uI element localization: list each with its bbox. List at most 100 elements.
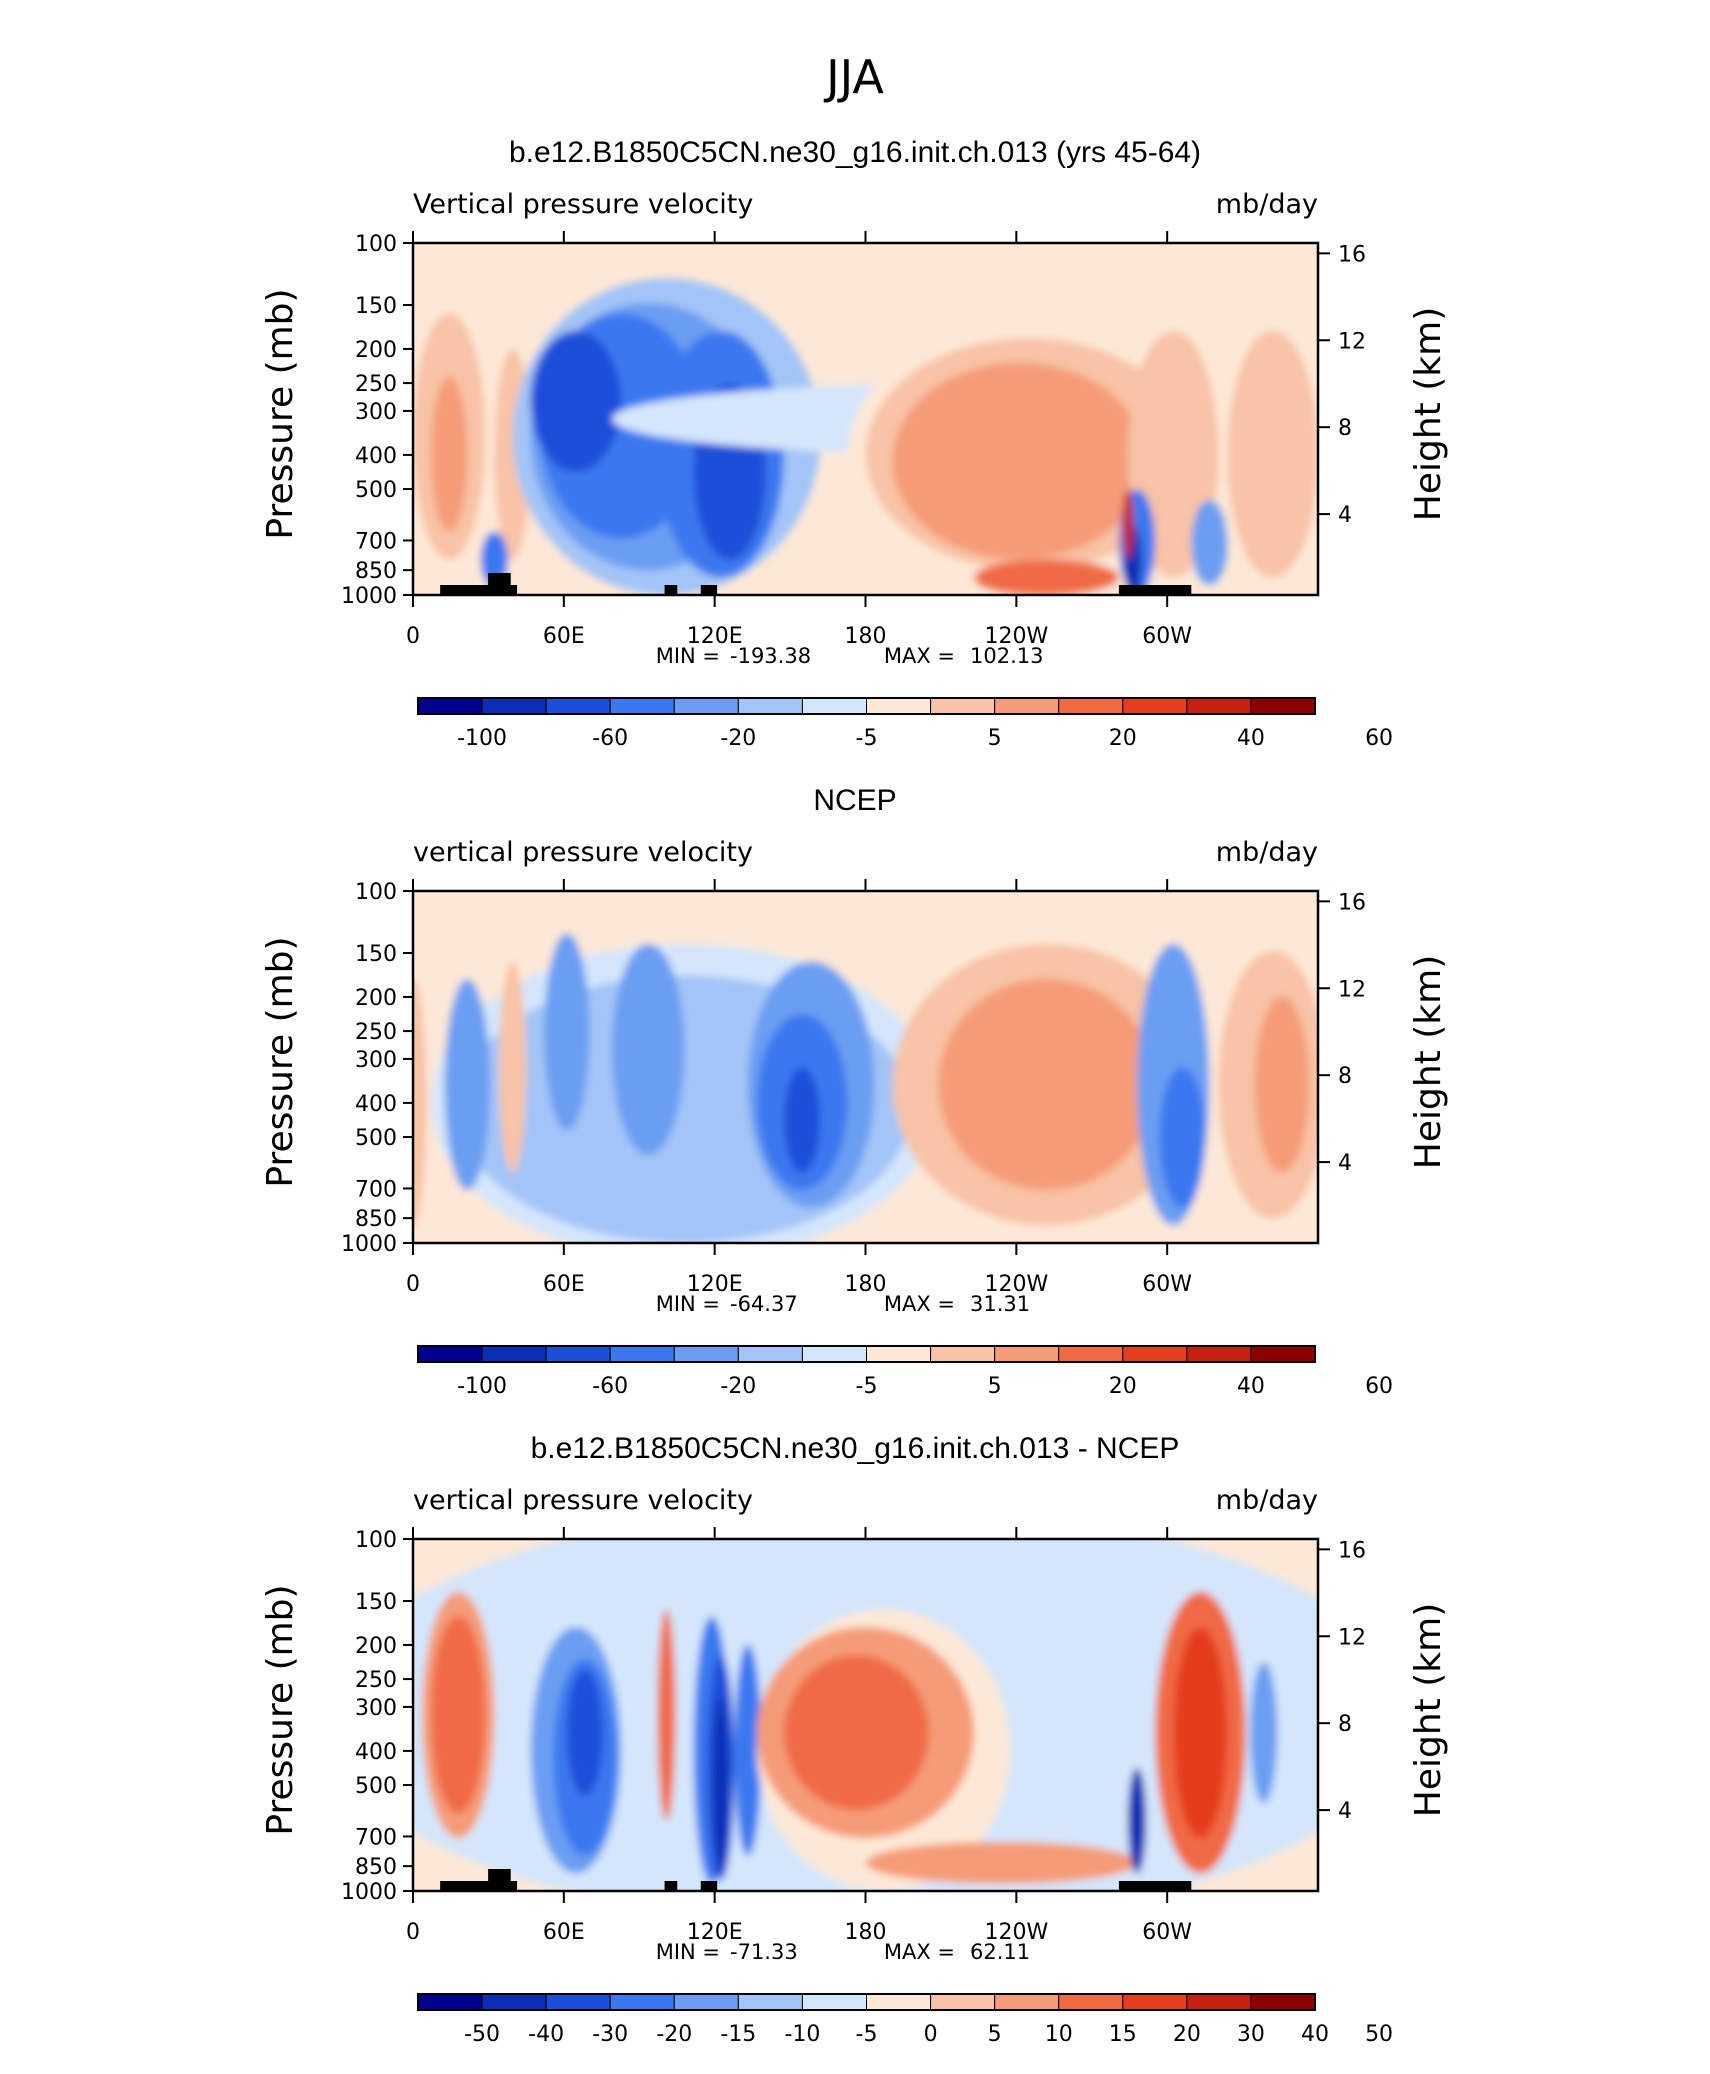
colorbar-box	[994, 1993, 1060, 2011]
colorbar-box	[866, 1345, 932, 1363]
x-tick-label: 60E	[543, 624, 585, 649]
contour-region	[431, 376, 468, 532]
colorbar-frame	[417, 1345, 1316, 1363]
colorbar-box	[1058, 697, 1124, 715]
colorbar-label: 50	[1365, 2022, 1393, 2047]
colorbar-label: 40	[1237, 726, 1265, 751]
colorbar-box	[1122, 1993, 1188, 2011]
x-tick-label: 60W	[1142, 1272, 1192, 1297]
contour-region	[612, 943, 685, 1155]
colorbar-label: -20	[720, 726, 756, 751]
y2-tick-label: 4	[1338, 1151, 1352, 1176]
colorbar-box	[866, 697, 932, 715]
x-tick-label: 120W	[984, 1920, 1048, 1945]
x-tick-label: 120E	[687, 1272, 743, 1297]
contour-region	[1227, 331, 1318, 578]
contour-region	[713, 1697, 728, 1874]
x-tick-label: 0	[406, 1272, 420, 1297]
colorbar-label: 20	[1173, 2022, 1201, 2047]
contour-region	[498, 961, 527, 1173]
colorbar-box	[994, 697, 1060, 715]
colorbar-label: -50	[464, 2022, 500, 2047]
land-mask	[700, 585, 718, 595]
colorbar-box	[673, 1993, 739, 2011]
x-tick-label: 60E	[543, 1920, 585, 1945]
chart-title: NCEP	[813, 784, 896, 817]
colorbar-box	[545, 697, 611, 715]
contour-field	[413, 891, 1318, 1243]
colorbar-label: 0	[924, 2022, 938, 2047]
x-tick-label: 120W	[984, 1272, 1048, 1297]
y-tick-label: 300	[355, 1048, 397, 1073]
colorbar-label: 20	[1109, 1374, 1137, 1399]
y-tick-label: 400	[355, 1092, 397, 1117]
min-value: -64.37	[730, 1292, 798, 1316]
colorbar: -50 -40 -30 -20 -15 -10 -5 0 5 10 15 20 30 40 50	[417, 1993, 1393, 2047]
colorbar-label: 10	[1045, 2022, 1073, 2047]
land-mask	[488, 573, 511, 595]
contour-region	[892, 362, 1147, 560]
chart-subtitle-left: vertical pressure velocity	[413, 1485, 753, 1516]
contour-region	[657, 1609, 676, 1821]
max-label: MAX =	[884, 644, 955, 668]
contour-region	[784, 1067, 821, 1173]
x-tick-label: 0	[406, 1920, 420, 1945]
colorbar-label: -10	[784, 2022, 820, 2047]
y-tick-label: 500	[355, 1126, 397, 1151]
colorbar-box	[609, 697, 675, 715]
y-tick-label: 500	[355, 1774, 397, 1799]
colorbar-box	[801, 1993, 868, 2011]
min-label: MIN =	[656, 1940, 720, 1964]
y2-tick-label: 8	[1338, 1712, 1352, 1737]
contour-field	[413, 243, 1318, 595]
chart-title: b.e12.B1850C5CN.ne30_g16.init.ch.013 - N…	[531, 1432, 1180, 1465]
land-mask	[440, 1881, 518, 1891]
chart-units: mb/day	[1216, 837, 1318, 868]
y2-tick-label: 16	[1338, 890, 1366, 915]
colorbar-label: -100	[457, 726, 507, 751]
colorbar-label: -100	[457, 1374, 507, 1399]
colorbar-box	[481, 1993, 547, 2011]
colorbar-label: -5	[856, 726, 878, 751]
y-tick-label: 400	[355, 1740, 397, 1765]
colorbar-box	[1250, 697, 1316, 715]
colorbar-label: 30	[1237, 2022, 1265, 2047]
colorbar-label: 40	[1237, 1374, 1265, 1399]
x-tick-label: 180	[845, 1920, 887, 1945]
y-tick-label: 150	[355, 1590, 397, 1615]
y2-tick-label: 4	[1338, 1799, 1352, 1824]
colorbar-box	[673, 697, 739, 715]
land-mask	[1118, 1881, 1192, 1891]
max-value: 31.31	[970, 1292, 1030, 1316]
colorbar-box	[417, 1993, 483, 2011]
contour-region	[1250, 1662, 1278, 1803]
contour-region	[413, 979, 427, 1226]
colorbar-box	[737, 1993, 803, 2011]
y2-tick-label: 8	[1338, 416, 1352, 441]
chart-subtitle-left: vertical pressure velocity	[413, 837, 753, 868]
colorbar-box	[737, 697, 803, 715]
colorbar-box	[866, 1993, 932, 2011]
contour-region	[865, 1841, 1137, 1884]
colorbar-label: 15	[1109, 2022, 1137, 2047]
y2-tick-label: 12	[1338, 329, 1366, 354]
colorbar-box	[609, 1345, 675, 1363]
colorbar-box	[801, 1345, 868, 1363]
y-tick-label: 500	[355, 478, 397, 503]
colorbar-label: 60	[1365, 726, 1393, 751]
y2-tick-label: 16	[1338, 1538, 1366, 1563]
land-mask	[664, 585, 678, 595]
y-tick-label: 1000	[341, 584, 397, 609]
colorbar: -100 -60 -20 -5 5 20 40 60	[417, 697, 1393, 751]
colorbar-box	[545, 1993, 611, 2011]
figure-title: JJA	[823, 50, 884, 104]
contour-region	[1173, 1627, 1228, 1839]
y-tick-label: 100	[355, 1528, 397, 1553]
contour-field	[413, 1539, 1318, 1891]
max-label: MAX =	[884, 1940, 955, 1964]
y2-tick-label: 12	[1338, 977, 1366, 1002]
y2-tick-label: 8	[1338, 1064, 1352, 1089]
y-tick-label: 850	[355, 559, 397, 584]
colorbar-label: 5	[988, 1374, 1002, 1399]
colorbar-frame	[417, 697, 1316, 715]
